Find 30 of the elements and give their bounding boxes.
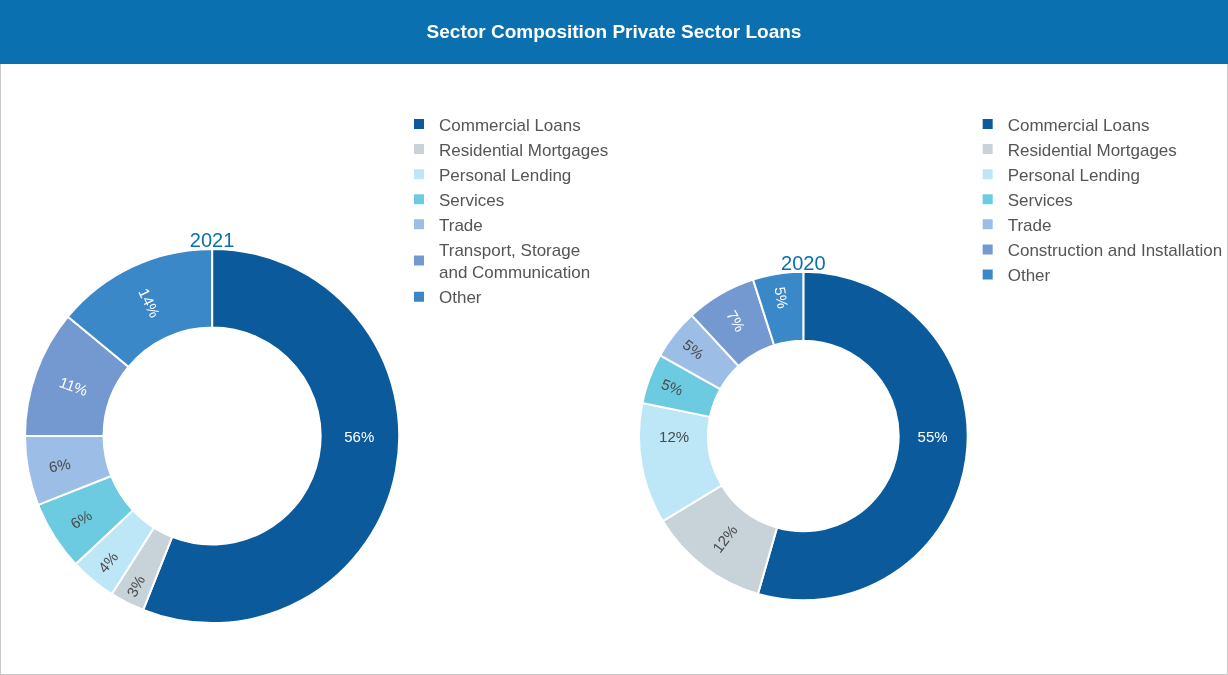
legend-label: Services [439, 190, 505, 210]
legend-label: Commercial Loans [1007, 115, 1150, 135]
text: 2021 [189, 228, 235, 251]
data-label: 6% [47, 454, 72, 476]
data-label: 6% [67, 506, 95, 533]
legend-label: Construction and Installation [1007, 241, 1223, 261]
data-label: 5% [771, 285, 792, 310]
data-label: 56% [344, 427, 375, 445]
legend-label: Other [1007, 266, 1051, 286]
data-label: 11% [57, 373, 91, 400]
text: 2020 [781, 251, 826, 274]
legend-label: Trade [1007, 215, 1052, 235]
data-label: 55% [917, 427, 948, 445]
legend-label: Personal Lending [439, 165, 572, 185]
legend-label: Other [439, 288, 482, 308]
data-label: 14% [135, 285, 164, 321]
chart-title: Sector Composition Private Sector Loans [0, 0, 1228, 64]
data-label: 4% [94, 548, 122, 576]
data-label: 3% [123, 572, 149, 600]
data-label: 12% [659, 427, 690, 445]
legend-label: Personal Lending [1007, 165, 1141, 185]
legend-label: Commercial Loans [439, 115, 581, 135]
legend-label: Transport, Storage and Communication [439, 241, 591, 283]
data-label: 5% [659, 375, 686, 399]
legend-label: Trade [439, 215, 483, 235]
legend-label: Services [1007, 190, 1073, 210]
legend-label: Residential Mortgages [1007, 140, 1177, 160]
legend-label: Residential Mortgages [439, 140, 609, 160]
data-label: 7% [723, 307, 749, 335]
data-label: 5% [679, 335, 708, 363]
